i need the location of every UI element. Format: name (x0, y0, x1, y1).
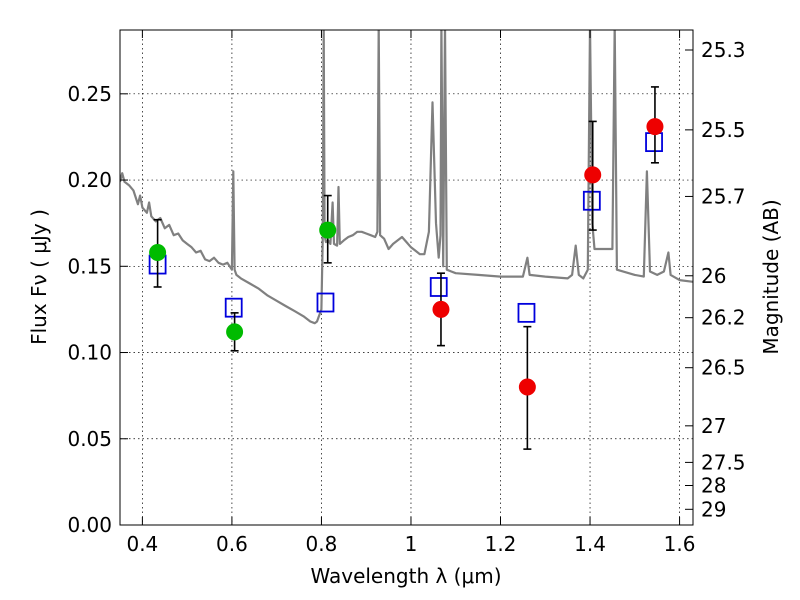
magnitude-tick-label: 26.5 (701, 356, 746, 380)
plot-area (120, 30, 693, 450)
magnitude-tick-label: 26 (701, 264, 726, 288)
y-tick-label: 0.00 (67, 513, 112, 537)
x-tick-label: 1.4 (574, 532, 606, 556)
observed-flux-point (319, 221, 337, 239)
magnitude-tick-label: 27 (701, 414, 726, 438)
x-tick-label: 0.8 (306, 532, 338, 556)
model-photometry-point (429, 277, 448, 297)
observed-flux-point (432, 300, 450, 318)
y-axis-label: Flux Fν ( μJy ) (27, 209, 51, 345)
y-tick-label: 0.15 (67, 254, 112, 278)
y-tick-label: 0.20 (67, 168, 112, 192)
plot-frame (119, 29, 694, 526)
x-tick-label: 1 (405, 532, 418, 556)
model-photometry-point (582, 190, 601, 211)
observed-flux-point (584, 166, 602, 184)
ticks: 0.4 0.6 0.8 1 1.2 1.4 1.6 0.00 0.05 0.10 0.15 0.20 0… (67, 30, 746, 556)
model-photometry-point (224, 297, 243, 318)
magnitude-tick-label: 28 (701, 474, 726, 498)
model-photometry-point (316, 292, 335, 313)
magnitude-tick-label: 26.2 (701, 306, 746, 330)
observed-flux-point (149, 243, 167, 261)
magnitude-axis-label: Magnitude (AB) (759, 199, 783, 354)
y-tick-label: 0.10 (67, 341, 112, 365)
magnitude-tick-label: 27.5 (701, 450, 746, 474)
observed-flux-point (518, 378, 536, 396)
observed-flux-point (646, 118, 664, 136)
model-sed-line (120, 30, 693, 325)
x-axis-label: Wavelength λ (μm) (310, 564, 501, 588)
x-tick-label: 1.2 (485, 532, 517, 556)
magnitude-tick-label: 25.5 (701, 118, 746, 142)
x-tick-label: 0.6 (216, 532, 248, 556)
magnitude-tick-label: 29 (701, 497, 726, 521)
y-tick-label: 0.25 (67, 82, 112, 106)
data-layer (120, 30, 693, 450)
y-tick-label: 0.05 (67, 427, 112, 451)
x-tick-label: 0.4 (126, 532, 158, 556)
observed-flux-point (226, 323, 244, 341)
magnitude-tick-label: 25.7 (701, 184, 746, 208)
magnitude-tick-label: 25.3 (701, 38, 746, 62)
model-photometry-point (517, 302, 536, 323)
x-tick-label: 1.6 (664, 532, 696, 556)
